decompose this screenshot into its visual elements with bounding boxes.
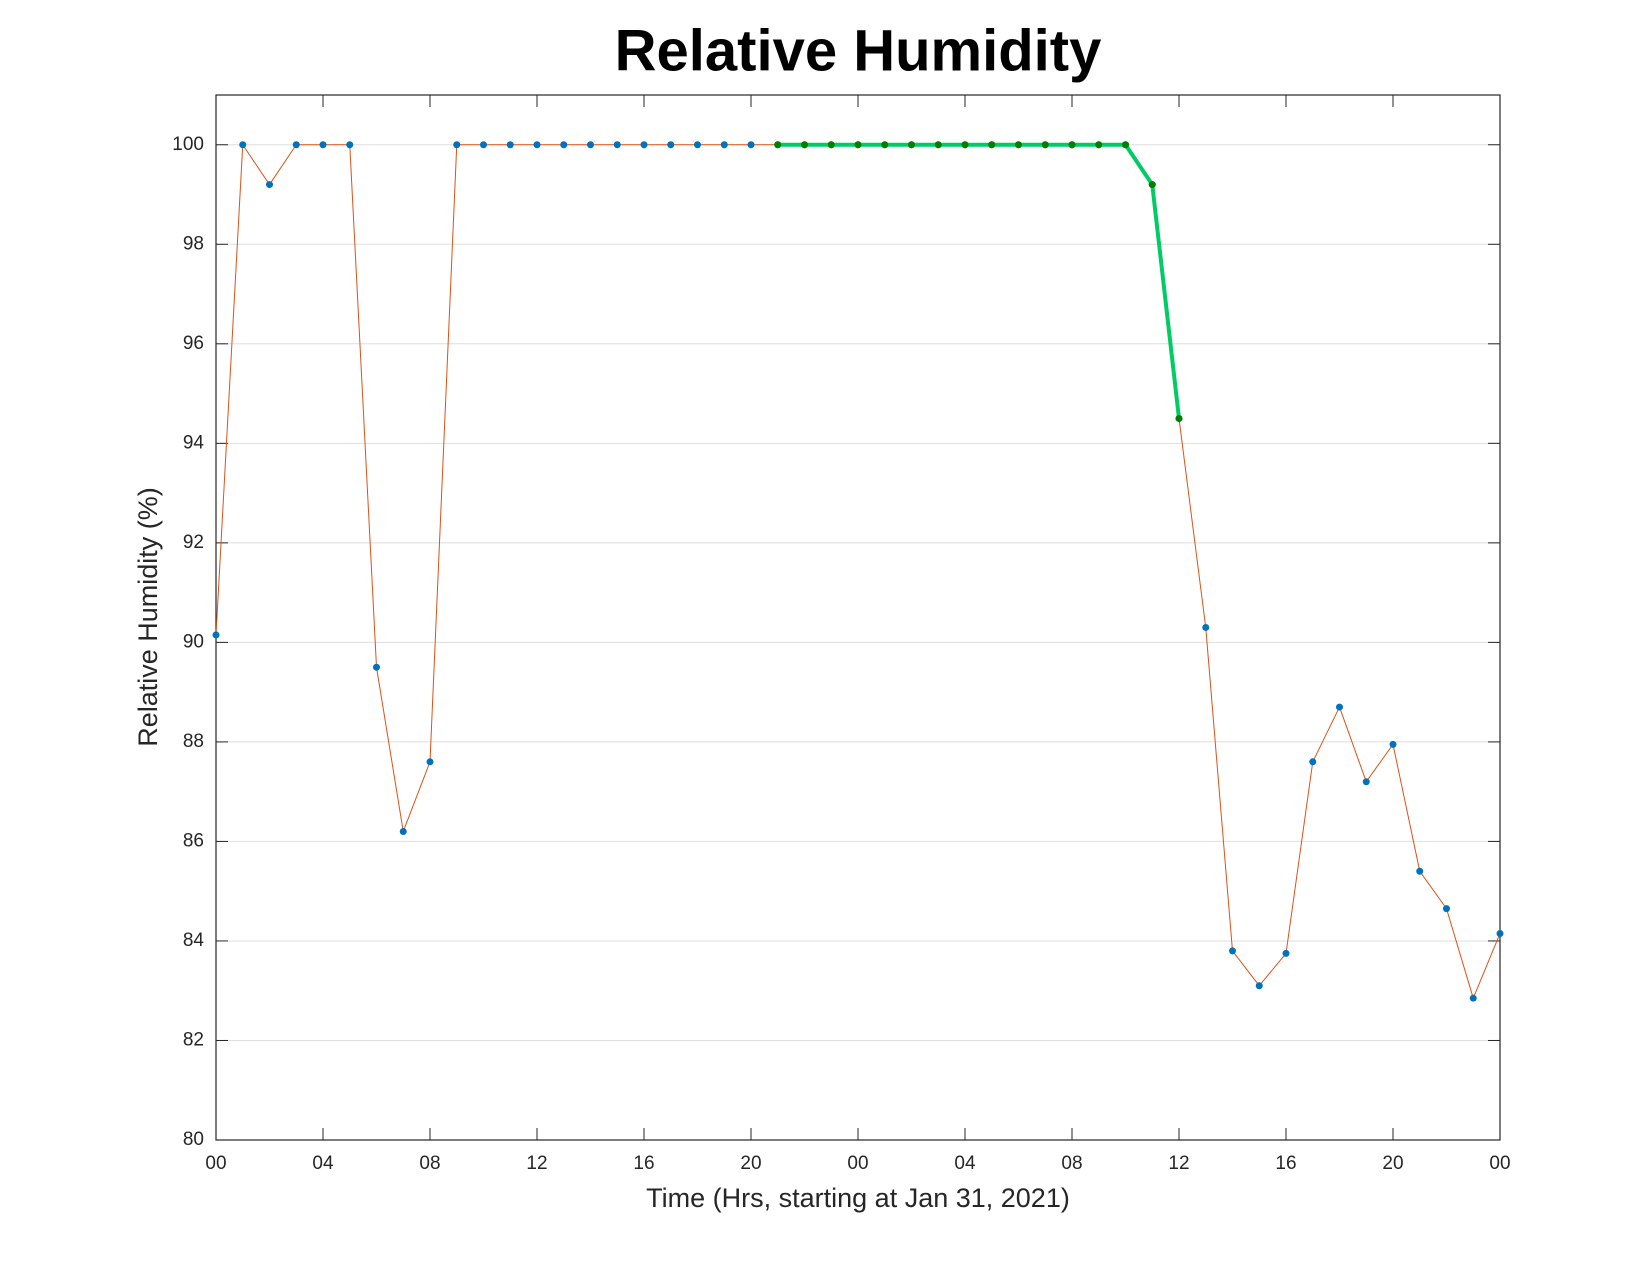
data-point	[1336, 703, 1343, 711]
x-tick-label: 08	[419, 1153, 440, 1174]
data-point	[667, 141, 675, 149]
series-line	[777, 142, 1181, 419]
data-point	[801, 141, 808, 149]
data-point	[774, 141, 782, 149]
y-tick-label: 84	[183, 930, 205, 951]
x-tick-label: 12	[1168, 1153, 1189, 1174]
data-point	[506, 141, 514, 149]
data-point	[881, 141, 889, 149]
data-point	[480, 141, 487, 149]
data-point	[1309, 758, 1317, 766]
data-point	[533, 141, 541, 149]
y-tick-label: 80	[183, 1129, 204, 1150]
data-point	[1122, 141, 1129, 149]
y-tick-label: 98	[183, 233, 204, 254]
y-tick-label: 96	[183, 333, 204, 354]
data-point	[1041, 141, 1049, 149]
data-point	[212, 631, 220, 639]
data-point	[426, 758, 434, 766]
data-point	[720, 141, 728, 149]
data-point	[1443, 905, 1450, 913]
y-tick-label: 88	[183, 731, 204, 752]
data-point	[346, 141, 354, 149]
x-tick-label: 16	[633, 1153, 654, 1174]
data-point	[1389, 740, 1397, 748]
data-point	[399, 827, 407, 835]
x-tick-label: 16	[1275, 1153, 1296, 1174]
data-point	[613, 141, 621, 149]
data-point	[854, 141, 862, 149]
x-tick-label: 00	[1489, 1153, 1510, 1174]
data-point	[239, 141, 247, 149]
y-tick-label: 100	[172, 134, 204, 155]
data-point	[640, 141, 648, 149]
x-tick-label: 08	[1061, 1153, 1082, 1174]
x-tick-label: 12	[526, 1153, 547, 1174]
y-tick-label: 92	[183, 532, 204, 553]
data-point	[1282, 949, 1290, 957]
plot-frame	[215, 94, 1501, 1141]
data-point	[1416, 867, 1424, 875]
data-point	[1015, 141, 1022, 149]
x-tick-label: 04	[312, 1153, 334, 1174]
data-point	[1095, 141, 1103, 149]
data-point	[934, 141, 942, 149]
data-point	[1255, 982, 1263, 990]
data-point	[1229, 947, 1236, 955]
x-tick-label: 00	[205, 1153, 226, 1174]
data-point	[961, 141, 969, 149]
data-point	[1469, 994, 1477, 1002]
data-point	[453, 141, 461, 149]
x-tick-label: 00	[847, 1153, 868, 1174]
x-tick-label: 04	[954, 1153, 976, 1174]
y-tick-label: 94	[183, 432, 205, 453]
y-tick-label: 82	[183, 1029, 204, 1050]
series-line	[215, 144, 1501, 999]
data-point	[373, 663, 380, 671]
data-point	[560, 141, 568, 149]
data-point	[908, 141, 915, 149]
x-tick-label: 20	[1382, 1153, 1403, 1174]
data-point	[1362, 778, 1370, 786]
y-tick-label: 90	[183, 631, 204, 652]
data-point	[319, 141, 327, 149]
data-point	[1148, 181, 1156, 189]
data-point	[1202, 623, 1210, 631]
chart-title: Relative Humidity	[615, 18, 1102, 83]
data-point	[266, 181, 273, 189]
y-tick-label: 86	[183, 830, 204, 851]
data-point	[292, 141, 300, 149]
data-point	[587, 141, 594, 149]
data-point	[988, 141, 996, 149]
data-point	[827, 141, 835, 149]
data-point	[747, 141, 755, 149]
data-point	[1068, 141, 1076, 149]
data-point	[1175, 414, 1183, 422]
x-tick-label: 20	[740, 1153, 761, 1174]
data-point	[694, 141, 701, 149]
y-axis-label: Relative Humidity (%)	[133, 487, 163, 747]
x-axis-label: Time (Hrs, starting at Jan 31, 2021)	[646, 1183, 1070, 1213]
data-point	[1496, 929, 1504, 937]
